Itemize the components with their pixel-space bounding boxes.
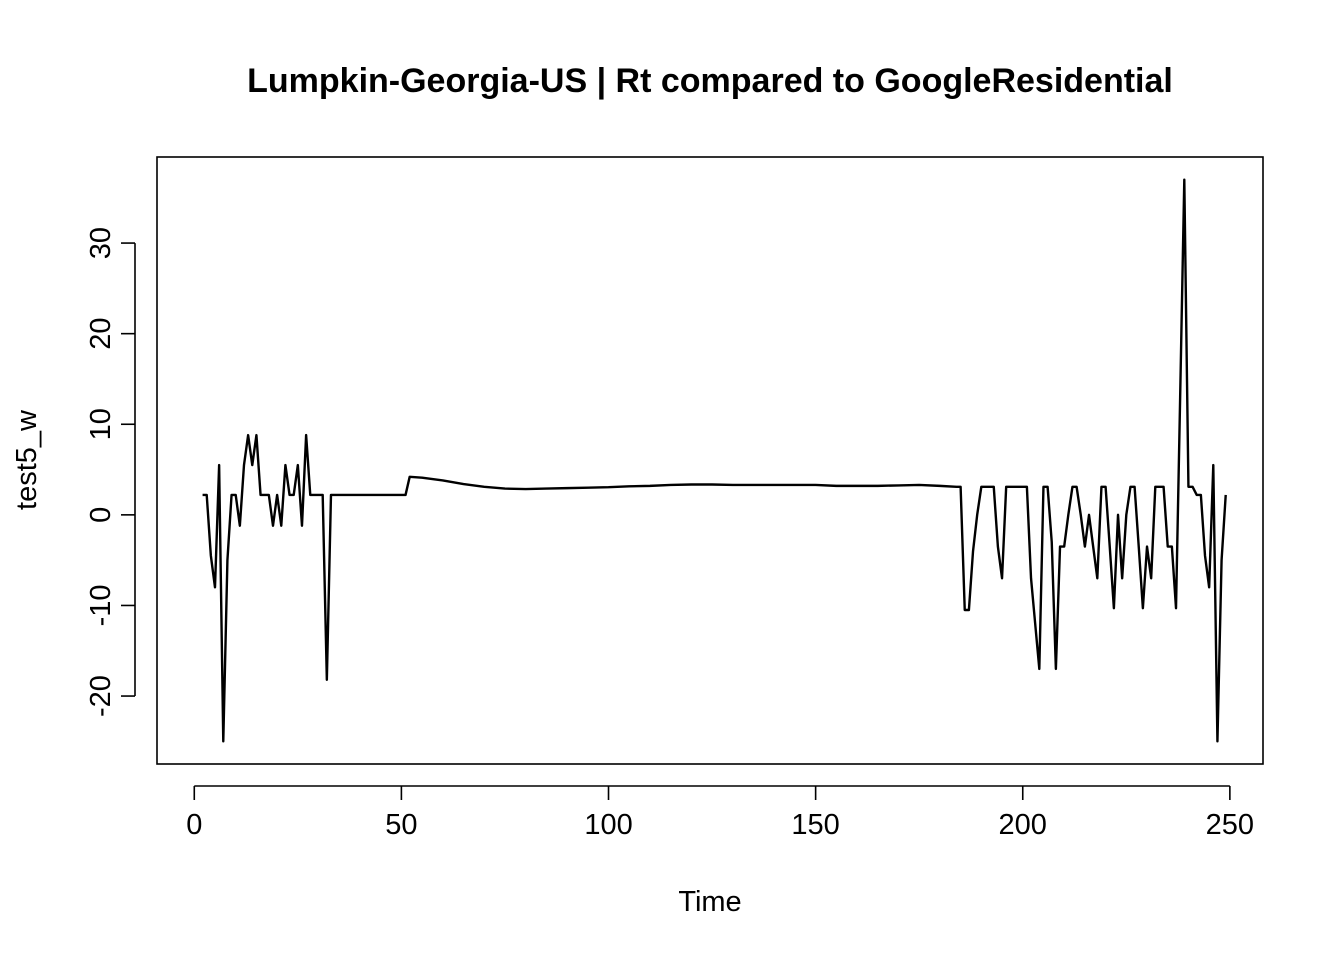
y-tick-label: 0: [85, 507, 117, 523]
y-tick-label: 20: [85, 318, 117, 350]
x-tick-label: 50: [385, 809, 417, 841]
x-axis: 0 50 100 150 200 250: [186, 785, 1254, 841]
y-tick-label: 10: [85, 408, 117, 440]
x-tick-label: 150: [791, 809, 839, 841]
x-tick-label: 250: [1206, 809, 1254, 841]
y-axis-label: test5_w: [11, 409, 43, 510]
chart-title: Lumpkin-Georgia-US | Rt compared to Goog…: [247, 62, 1173, 100]
y-tick-label: -10: [85, 584, 117, 626]
x-axis-label: Time: [678, 886, 741, 918]
y-tick-label: -20: [85, 675, 117, 717]
series-line: [202, 178, 1227, 743]
y-axis: -20 -10 0 10 20 30: [85, 227, 136, 717]
x-tick-label: 100: [584, 809, 632, 841]
plot-frame: [156, 156, 1264, 765]
x-tick-label: 200: [999, 809, 1047, 841]
series-layer: [202, 178, 1227, 743]
y-tick-label: 30: [85, 227, 117, 259]
x-tick-label: 0: [186, 809, 202, 841]
